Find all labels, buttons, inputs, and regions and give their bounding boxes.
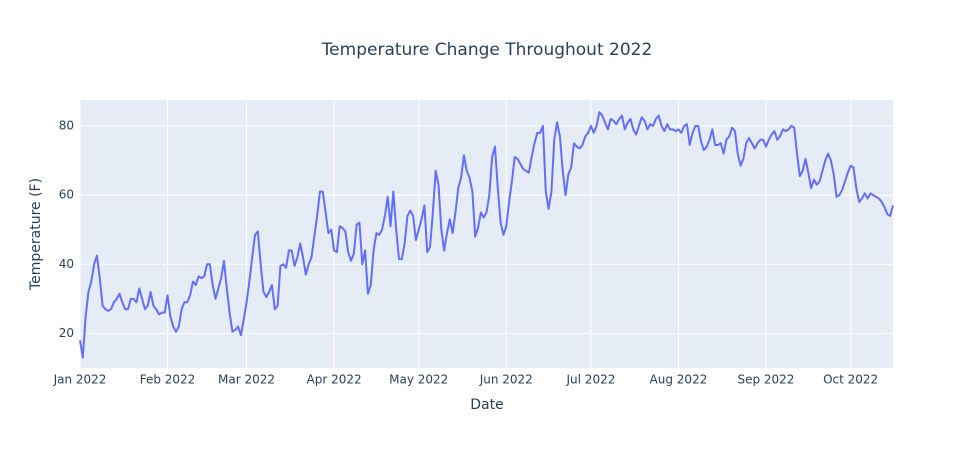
x-tick-label: May 2022 bbox=[389, 373, 448, 387]
x-tick-label: Mar 2022 bbox=[218, 373, 275, 387]
x-tick-label: Feb 2022 bbox=[140, 373, 196, 387]
x-axis-title: Date bbox=[470, 397, 503, 413]
x-tick-label: Sep 2022 bbox=[737, 373, 794, 387]
x-tick-label: Apr 2022 bbox=[307, 373, 362, 387]
chart-title: Temperature Change Throughout 2022 bbox=[321, 40, 653, 60]
plot-area bbox=[80, 100, 893, 368]
x-tick-label: Oct 2022 bbox=[823, 373, 878, 387]
y-tick-label: 20 bbox=[59, 326, 74, 340]
x-tick-label: Jun 2022 bbox=[479, 373, 533, 387]
y-tick-label: 40 bbox=[59, 257, 74, 271]
x-tick-label: Aug 2022 bbox=[650, 373, 708, 387]
y-tick-label: 80 bbox=[59, 118, 74, 132]
x-tick-label: Jul 2022 bbox=[566, 373, 616, 387]
x-tick-label: Jan 2022 bbox=[53, 373, 107, 387]
line-series bbox=[79, 111, 894, 359]
y-tick-label: 60 bbox=[59, 188, 74, 202]
y-axis-title: Temperature (F) bbox=[28, 178, 44, 291]
